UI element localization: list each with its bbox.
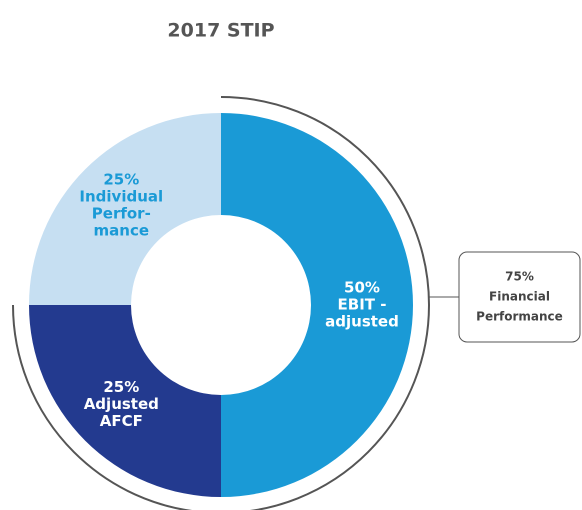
bracket-arc [12, 96, 430, 510]
segment-value-label: 25% [103, 170, 139, 188]
segment-label: Adjusted [84, 395, 159, 413]
segment-label: mance [94, 221, 150, 239]
segment-label: Individual [79, 187, 163, 205]
annotation-value: 75% [505, 270, 534, 284]
chart-title: 2017 STIP [167, 20, 274, 42]
segment-label: EBIT - [338, 296, 387, 314]
segment-value-label: 50% [344, 279, 380, 297]
donut-segment [221, 113, 413, 497]
segment-value-label: 25% [103, 378, 139, 396]
annotation-text: Performance [476, 310, 563, 324]
annotation-box [458, 251, 581, 343]
donut-segment [29, 305, 221, 497]
donut-segment [29, 113, 221, 305]
segment-label: Perfor- [92, 204, 151, 222]
segment-label: AFCF [100, 412, 143, 430]
annotation-text: Financial [489, 290, 550, 304]
segment-label: adjusted [325, 313, 399, 331]
